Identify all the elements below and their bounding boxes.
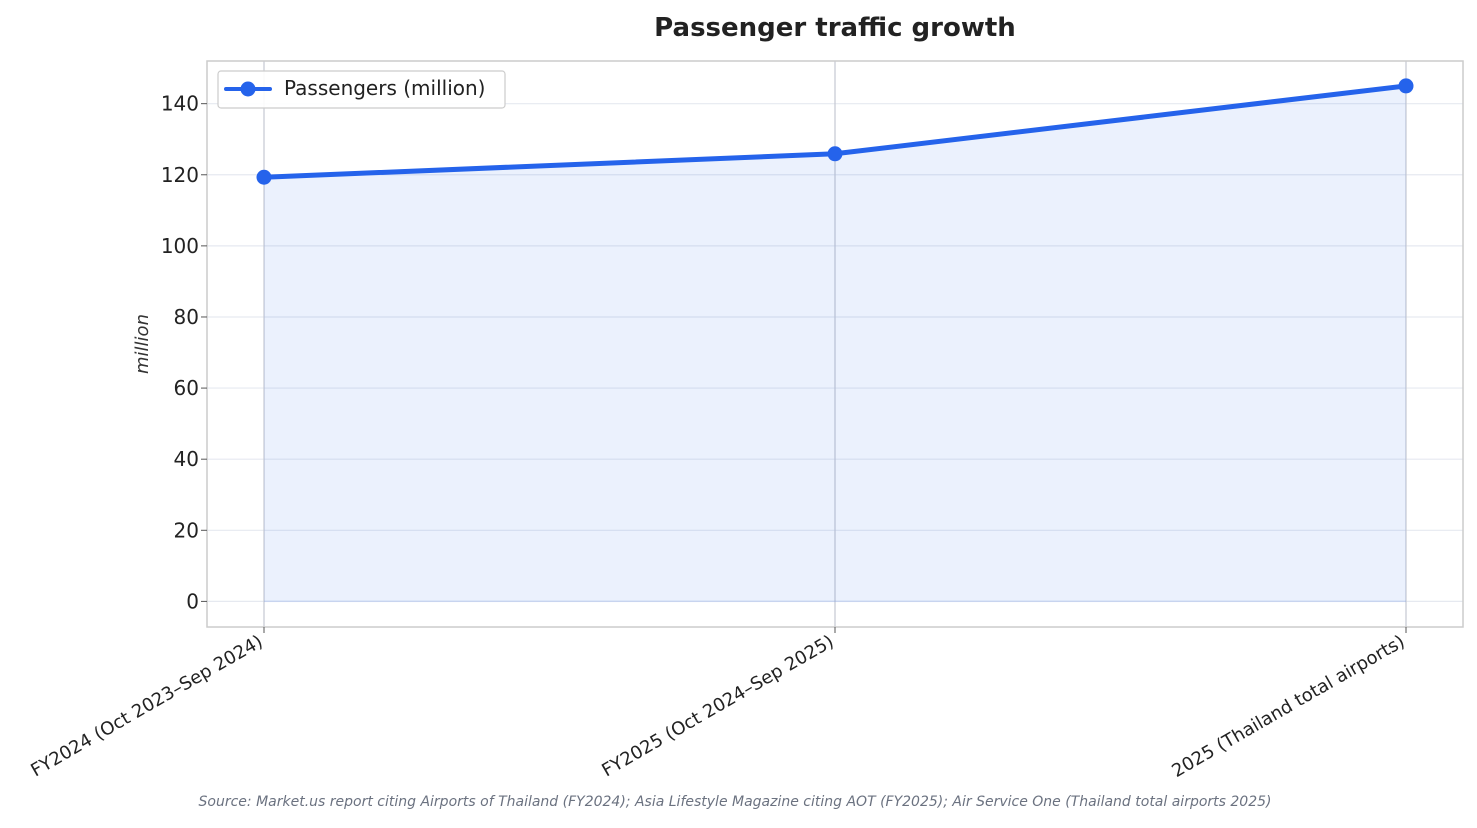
y-tick-label: 40 (174, 447, 199, 471)
x-tick-label: FY2024 (Oct 2023–Sep 2024) (27, 631, 266, 781)
y-tick-label: 140 (161, 92, 199, 116)
y-tick-label: 60 (174, 376, 199, 400)
legend-box (217, 70, 506, 109)
y-tick-label: 20 (174, 518, 199, 542)
grid-layer (207, 61, 1463, 627)
legend: Passengers (million) (217, 70, 506, 109)
source-note: Source: Market.us report citing Airports… (199, 794, 1272, 810)
x-tick-label: 2025 (Thailand total airports) (1168, 631, 1408, 782)
point-layer (256, 78, 1414, 185)
y-tick-label: 80 (174, 305, 199, 329)
data-point (256, 169, 272, 185)
data-point (1398, 78, 1414, 94)
y-axis-label: million (132, 314, 153, 374)
ytick-layer: 0 20 40 60 80 100 120 140 (161, 92, 207, 613)
legend-marker (240, 81, 256, 97)
data-point (827, 146, 843, 162)
y-tick-label: 120 (161, 163, 199, 187)
xtick-layer: FY2024 (Oct 2023–Sep 2024) FY2025 (Oct 20… (27, 627, 1409, 782)
chart-title: Passenger traffic growth (654, 13, 1016, 43)
y-tick-label: 0 (186, 589, 199, 613)
area-layer (264, 85, 1406, 603)
legend-series-label: Passengers (million) (284, 76, 485, 100)
x-tick-label: FY2025 (Oct 2024–Sep 2025) (598, 631, 837, 781)
y-tick-label: 100 (161, 234, 199, 258)
series-area (264, 85, 1406, 602)
